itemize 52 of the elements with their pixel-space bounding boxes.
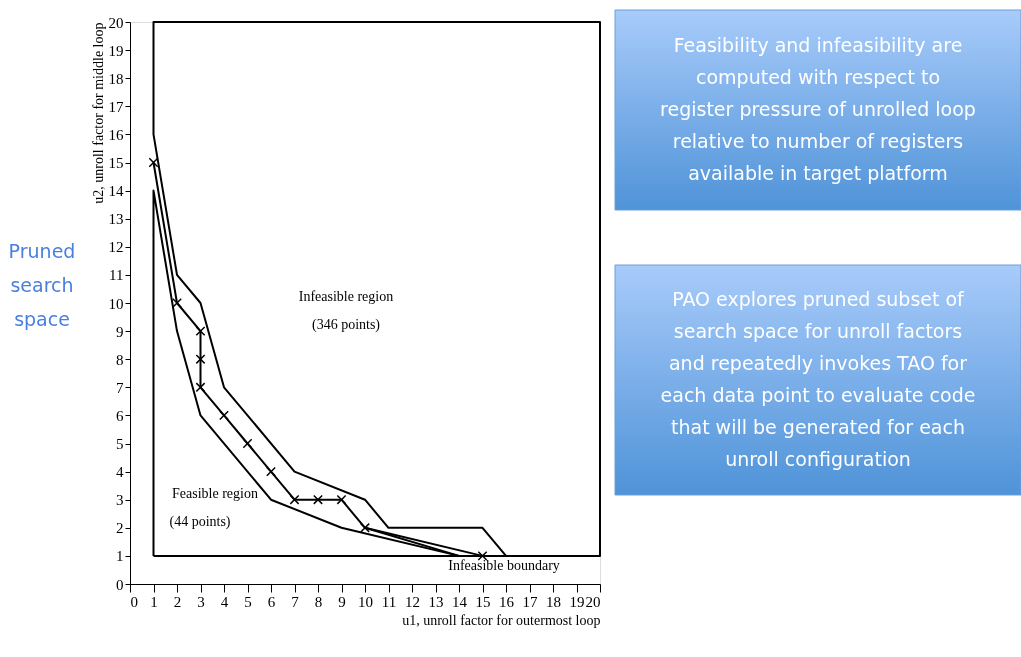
- y-tick-label: 0: [116, 576, 124, 593]
- x-tick-label: 15: [475, 593, 491, 610]
- y-tick-label: 9: [116, 323, 124, 340]
- x-tick-label: 13: [428, 593, 444, 610]
- annotation: Infeasible region: [298, 289, 394, 304]
- x-tick-label: 1: [150, 593, 158, 610]
- x-tick-label: 20: [585, 593, 601, 610]
- y-tick-label: 8: [116, 351, 124, 368]
- x-tick-label: 2: [173, 593, 182, 610]
- annotation: Infeasible boundary: [448, 558, 560, 573]
- y-tick-label: 10: [108, 295, 124, 312]
- x-tick-label: 19: [569, 593, 585, 610]
- y-tick-label: 17: [108, 98, 124, 115]
- x-tick-label: 18: [546, 593, 561, 610]
- y-tick-label: 12: [108, 239, 124, 256]
- annotation: (44 points): [169, 514, 231, 530]
- x-tick-label: 7: [291, 593, 300, 610]
- x-tick-label: 6: [267, 593, 276, 610]
- y-tick-label: 18: [108, 70, 124, 87]
- annotation: (346 points): [311, 317, 381, 333]
- x-tick-label: 4: [220, 593, 229, 610]
- y-tick-label: 5: [116, 436, 124, 452]
- x-tick-label: 14: [452, 593, 468, 610]
- y-tick-label: 14: [108, 183, 124, 200]
- y-axis-title: u2, unroll factor for middle loop: [90, 22, 106, 204]
- x-tick-label: 17: [522, 593, 538, 610]
- x-tick-label: 5: [244, 593, 252, 610]
- y-tick-label: 16: [108, 126, 124, 143]
- x-tick-label: 3: [197, 593, 205, 610]
- x-axis-title: u1, unroll factor for outermost loop: [402, 612, 601, 628]
- x-tick-label: 11: [381, 593, 397, 610]
- x-tick-label: 8: [314, 593, 323, 610]
- x-tick-label: 12: [405, 593, 420, 610]
- y-tick-label: 13: [108, 211, 124, 228]
- x-tick-label: 0: [130, 593, 138, 610]
- y-tick-label: 19: [108, 42, 124, 59]
- text: Pruned search space: [8, 240, 76, 330]
- x-tick-label: 16: [499, 593, 515, 610]
- y-tick-label: 3: [116, 492, 124, 509]
- text: PAO explores pruned subset of search space for unroll factors and repeatedly invokes TAO for each data point to evaluate code that will be generated for each unroll configuration: [660, 288, 976, 470]
- y-tick-label: 7: [116, 379, 124, 396]
- y-tick-label: 15: [108, 155, 124, 171]
- annotation: Feasible region: [172, 486, 258, 501]
- x-tick-label: 9: [338, 593, 346, 610]
- x-tick-label: 10: [358, 593, 373, 610]
- y-tick-label: 1: [116, 548, 124, 565]
- y-tick-label: 2: [116, 520, 124, 537]
- y-tick-label: 6: [116, 407, 124, 424]
- text: Feasibility and infeasibility are computed with respect to register pressure of unrolled loop relative to number of registers available in target platform: [660, 34, 976, 184]
- y-tick-label: 20: [108, 14, 124, 31]
- y-tick-label: 11: [109, 267, 124, 284]
- y-tick-label: 4: [116, 464, 124, 481]
